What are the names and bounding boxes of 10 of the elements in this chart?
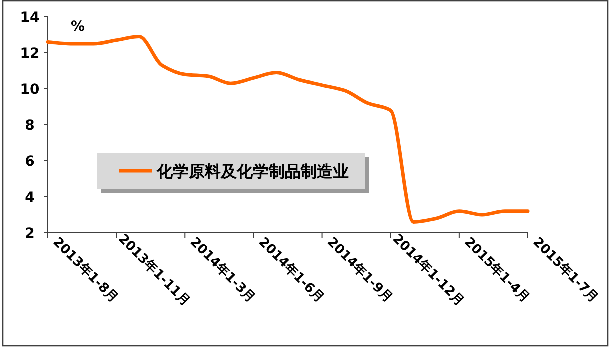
y-tick-label: 4 — [25, 190, 36, 206]
legend-label: 化学原料及化学制品制造业 — [156, 162, 349, 181]
y-tick-label: 10 — [20, 82, 40, 98]
y-tick-label: 14 — [20, 10, 40, 26]
y-tick-label: 12 — [20, 46, 40, 62]
y-tick-label: 2 — [25, 226, 35, 242]
line-series — [46, 35, 530, 224]
y-tick-label: 8 — [25, 118, 35, 134]
y-tick-label: 6 — [25, 154, 35, 170]
y-axis-title: % — [70, 19, 86, 35]
